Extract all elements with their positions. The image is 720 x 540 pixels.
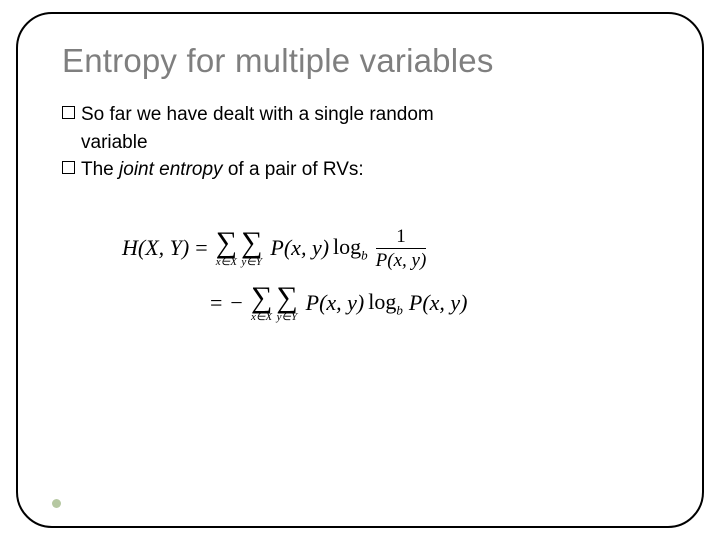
sigma-icon: ∑ bbox=[241, 229, 262, 256]
bullet-item: So far we have dealt with a single rando… bbox=[62, 102, 658, 128]
bullet-continuation: variable bbox=[81, 130, 658, 156]
log-label: log bbox=[368, 289, 396, 314]
square-bullet-icon bbox=[62, 106, 75, 119]
bullet-text-em: joint entropy bbox=[119, 159, 223, 180]
eq-log-arg: P(x, y) bbox=[409, 290, 468, 316]
sum-subscript: y∈Y bbox=[277, 312, 298, 323]
sum-symbol: ∑ x∈X bbox=[251, 284, 272, 323]
equation-block: H(X, Y) = ∑ x∈X ∑ y∈Y P(x, y) logb 1 P(x… bbox=[122, 227, 658, 323]
equation-line-2: = − ∑ x∈X ∑ y∈Y P(x, y) logb P(x, y) bbox=[204, 284, 658, 323]
minus-sign: − bbox=[230, 290, 242, 316]
bullet-text-pre: The bbox=[81, 159, 119, 180]
eq-pxy: P(x, y) bbox=[270, 235, 329, 261]
sum-symbol: ∑ y∈Y bbox=[276, 284, 297, 323]
footer-dot-icon bbox=[52, 499, 61, 508]
log-label: log bbox=[333, 234, 361, 259]
bullet-text: The joint entropy of a pair of RVs: bbox=[81, 157, 364, 183]
bullet-text-post: of a pair of RVs: bbox=[223, 159, 364, 180]
eq-lhs: H(X, Y) bbox=[122, 235, 189, 261]
equation-line-1: H(X, Y) = ∑ x∈X ∑ y∈Y P(x, y) logb 1 P(x… bbox=[122, 227, 658, 270]
log-base: b bbox=[396, 302, 403, 317]
sigma-icon: ∑ bbox=[251, 284, 272, 311]
sum-subscript: y∈Y bbox=[241, 257, 262, 268]
bullet-text: So far we have dealt with a single rando… bbox=[81, 102, 434, 128]
sum-subscript: x∈X bbox=[216, 257, 237, 268]
square-bullet-icon bbox=[62, 161, 75, 174]
equals-sign: = bbox=[195, 235, 207, 261]
log-base: b bbox=[361, 247, 368, 262]
slide-frame: Entropy for multiple variables So far we… bbox=[16, 12, 704, 528]
eq-pxy: P(x, y) bbox=[306, 290, 365, 316]
sum-symbol: ∑ y∈Y bbox=[241, 229, 262, 268]
fraction: 1 P(x, y) bbox=[376, 227, 427, 270]
fraction-numerator: 1 bbox=[396, 227, 406, 248]
slide-title: Entropy for multiple variables bbox=[62, 42, 658, 80]
sum-subscript: x∈X bbox=[251, 312, 272, 323]
fraction-denominator: P(x, y) bbox=[376, 249, 427, 270]
sigma-icon: ∑ bbox=[216, 229, 237, 256]
sum-symbol: ∑ x∈X bbox=[216, 229, 237, 268]
eq-log: logb bbox=[333, 234, 368, 263]
equals-sign: = bbox=[210, 290, 222, 316]
bullet-item: The joint entropy of a pair of RVs: bbox=[62, 157, 658, 183]
bullet-list: So far we have dealt with a single rando… bbox=[62, 102, 658, 183]
eq-log: logb bbox=[368, 289, 403, 318]
sigma-icon: ∑ bbox=[276, 284, 297, 311]
